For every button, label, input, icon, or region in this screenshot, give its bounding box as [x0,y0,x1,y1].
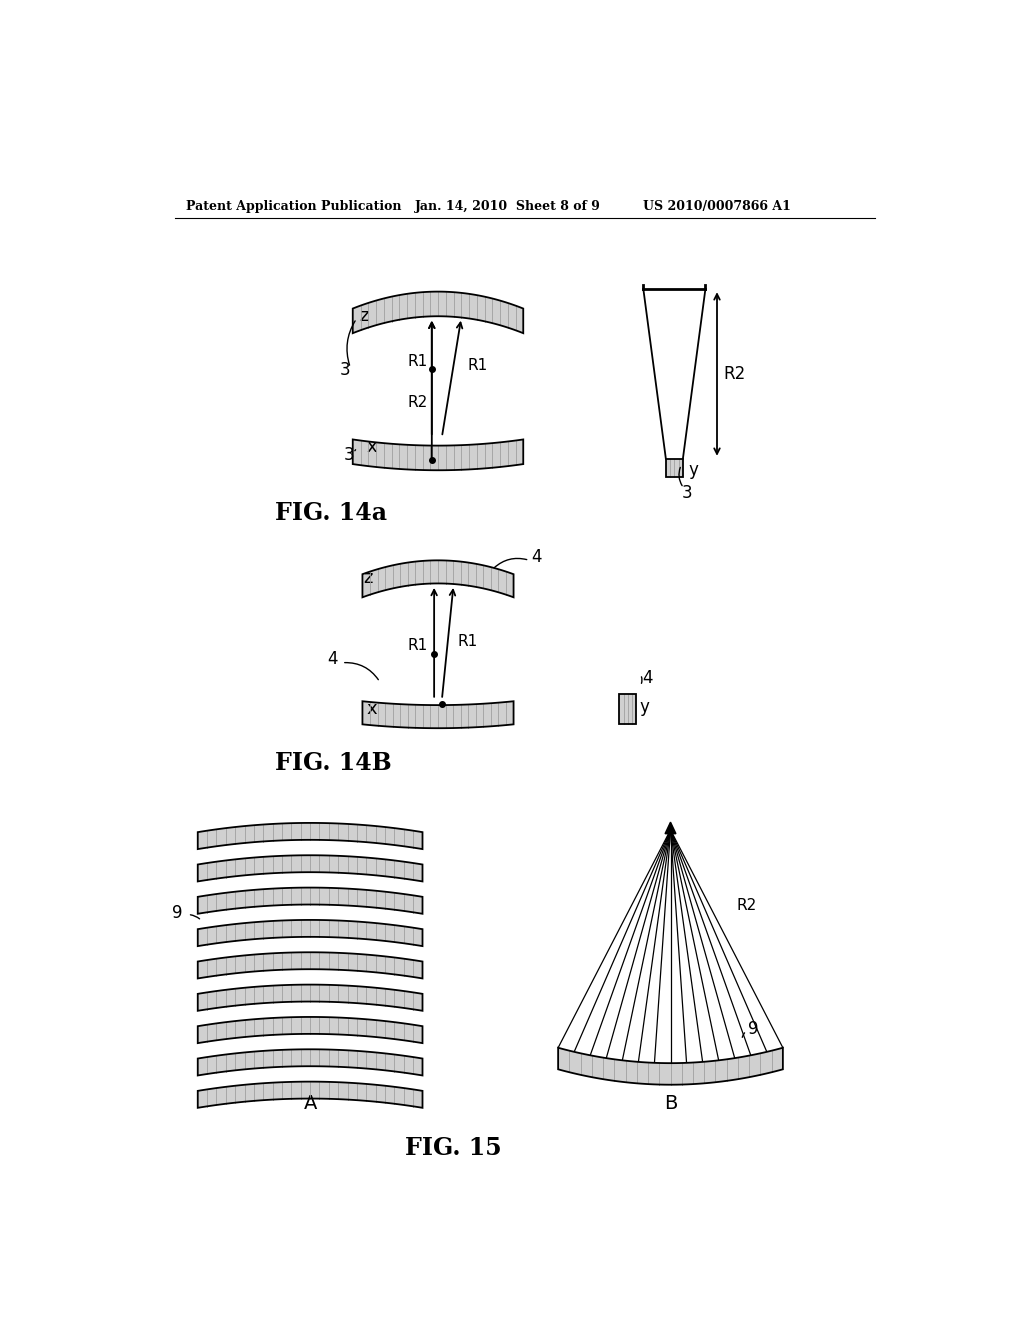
Polygon shape [198,1081,423,1107]
Text: R2: R2 [723,366,745,383]
Text: US 2010/0007866 A1: US 2010/0007866 A1 [643,199,792,213]
Polygon shape [198,1016,423,1043]
Text: R2: R2 [408,395,428,411]
Text: 3: 3 [344,446,354,463]
Polygon shape [558,1048,783,1085]
Text: 4: 4 [327,649,337,668]
Text: FIG. 15: FIG. 15 [406,1137,502,1160]
Polygon shape [198,887,423,913]
Polygon shape [198,855,423,882]
Text: y: y [640,698,649,717]
Text: 4: 4 [531,548,542,566]
Polygon shape [198,985,423,1011]
Text: 9: 9 [748,1019,759,1038]
Text: A: A [303,1094,316,1113]
Text: R1: R1 [408,639,428,653]
Text: Jan. 14, 2010  Sheet 8 of 9: Jan. 14, 2010 Sheet 8 of 9 [415,199,601,213]
Polygon shape [620,693,636,725]
Text: y: y [688,461,698,479]
Polygon shape [352,292,523,333]
Text: z: z [364,569,373,587]
Text: R1: R1 [458,635,477,649]
Text: 3: 3 [682,484,693,503]
Text: x: x [367,700,378,718]
Polygon shape [362,701,514,729]
Polygon shape [352,440,523,470]
Text: R1: R1 [408,354,428,370]
Polygon shape [198,920,423,946]
Text: FIG. 14a: FIG. 14a [275,502,387,525]
Text: x: x [367,438,378,457]
Text: R1: R1 [467,358,487,374]
Polygon shape [666,459,683,478]
Text: Patent Application Publication: Patent Application Publication [186,199,401,213]
Text: 9: 9 [172,904,182,921]
Polygon shape [362,561,514,598]
Text: FIG. 14B: FIG. 14B [275,751,392,775]
Polygon shape [198,1049,423,1076]
Text: z: z [359,308,369,325]
Polygon shape [198,952,423,978]
Text: 3: 3 [340,362,350,379]
Text: B: B [664,1094,677,1113]
Text: R2: R2 [736,898,757,913]
Polygon shape [665,822,676,834]
Text: 4: 4 [642,669,652,688]
Polygon shape [198,822,423,849]
